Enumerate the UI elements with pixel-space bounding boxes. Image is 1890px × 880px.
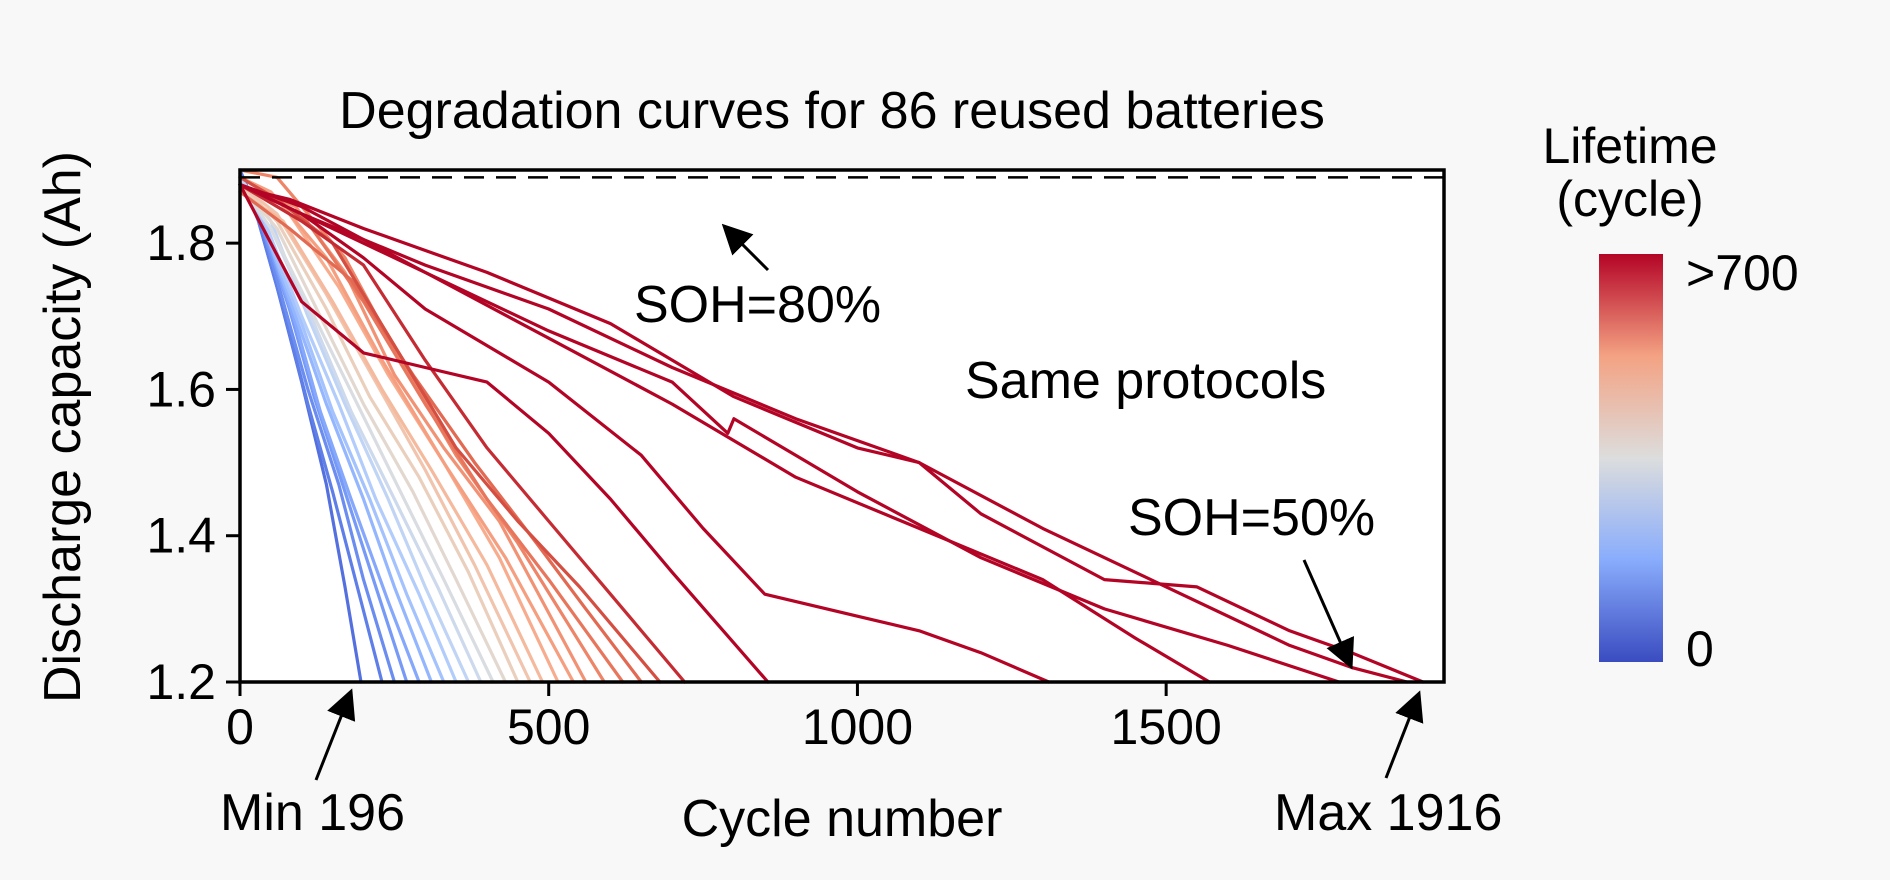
- min-lifetime-label: Min 196: [220, 784, 405, 842]
- colorbar-min-label: 0: [1686, 621, 1714, 677]
- series-line-long-6: [238, 183, 770, 684]
- x-axis-ticks: 0 500 1000 1500: [226, 682, 1222, 755]
- y-tick-label: 1.6: [146, 361, 216, 417]
- colorbar: [1599, 254, 1663, 662]
- y-axis-label: Discharge capacity (Ah): [34, 151, 92, 703]
- x-axis-label: Cycle number: [682, 790, 1003, 848]
- max-lifetime-arrow: [1384, 690, 1424, 779]
- series-line-long-5: [238, 183, 1051, 684]
- series-line-mid-10: [238, 183, 532, 684]
- series-line-mid-6: [238, 183, 588, 684]
- max-lifetime-label: Max 1916: [1274, 784, 1502, 842]
- y-tick-label: 1.4: [146, 508, 216, 564]
- y-axis-ticks: 1.2 1.4 1.6 1.8: [146, 215, 240, 710]
- series-line-long-2: [238, 183, 1409, 684]
- soh50-label: SOH=50%: [1128, 489, 1375, 547]
- soh80-arrow: [721, 223, 770, 272]
- x-tick-label: 1500: [1111, 699, 1222, 755]
- soh50-arrow: [1302, 559, 1355, 670]
- colorbar-max-label: >700: [1686, 245, 1799, 301]
- series-line-mid-12: [238, 183, 508, 684]
- series-line-low-1: [238, 183, 495, 684]
- series-line-mid-9: [238, 190, 545, 684]
- series-line-long-1: [238, 183, 1425, 684]
- series-line-mid-1: [238, 183, 687, 684]
- soh80-label: SOH=80%: [634, 276, 881, 334]
- x-tick-label: 1000: [802, 699, 913, 755]
- colorbar-title-line1: Lifetime: [1542, 118, 1717, 174]
- series-line-long-3: [238, 183, 1341, 684]
- min-lifetime-arrow: [314, 688, 356, 781]
- x-tick-label: 500: [507, 699, 590, 755]
- series-line-mid-3: [238, 190, 643, 684]
- chart-title: Degradation curves for 86 reused batteri…: [339, 82, 1325, 140]
- y-tick-label: 1.8: [146, 215, 216, 271]
- series-line-mid-7: [238, 175, 576, 684]
- series-group: [238, 168, 1425, 684]
- colorbar-title-line2: (cycle): [1556, 171, 1703, 227]
- y-tick-label: 1.2: [146, 654, 216, 710]
- x-tick-label: 0: [226, 699, 254, 755]
- same-protocols-label: Same protocols: [965, 352, 1326, 410]
- plot-frame: [238, 168, 1446, 684]
